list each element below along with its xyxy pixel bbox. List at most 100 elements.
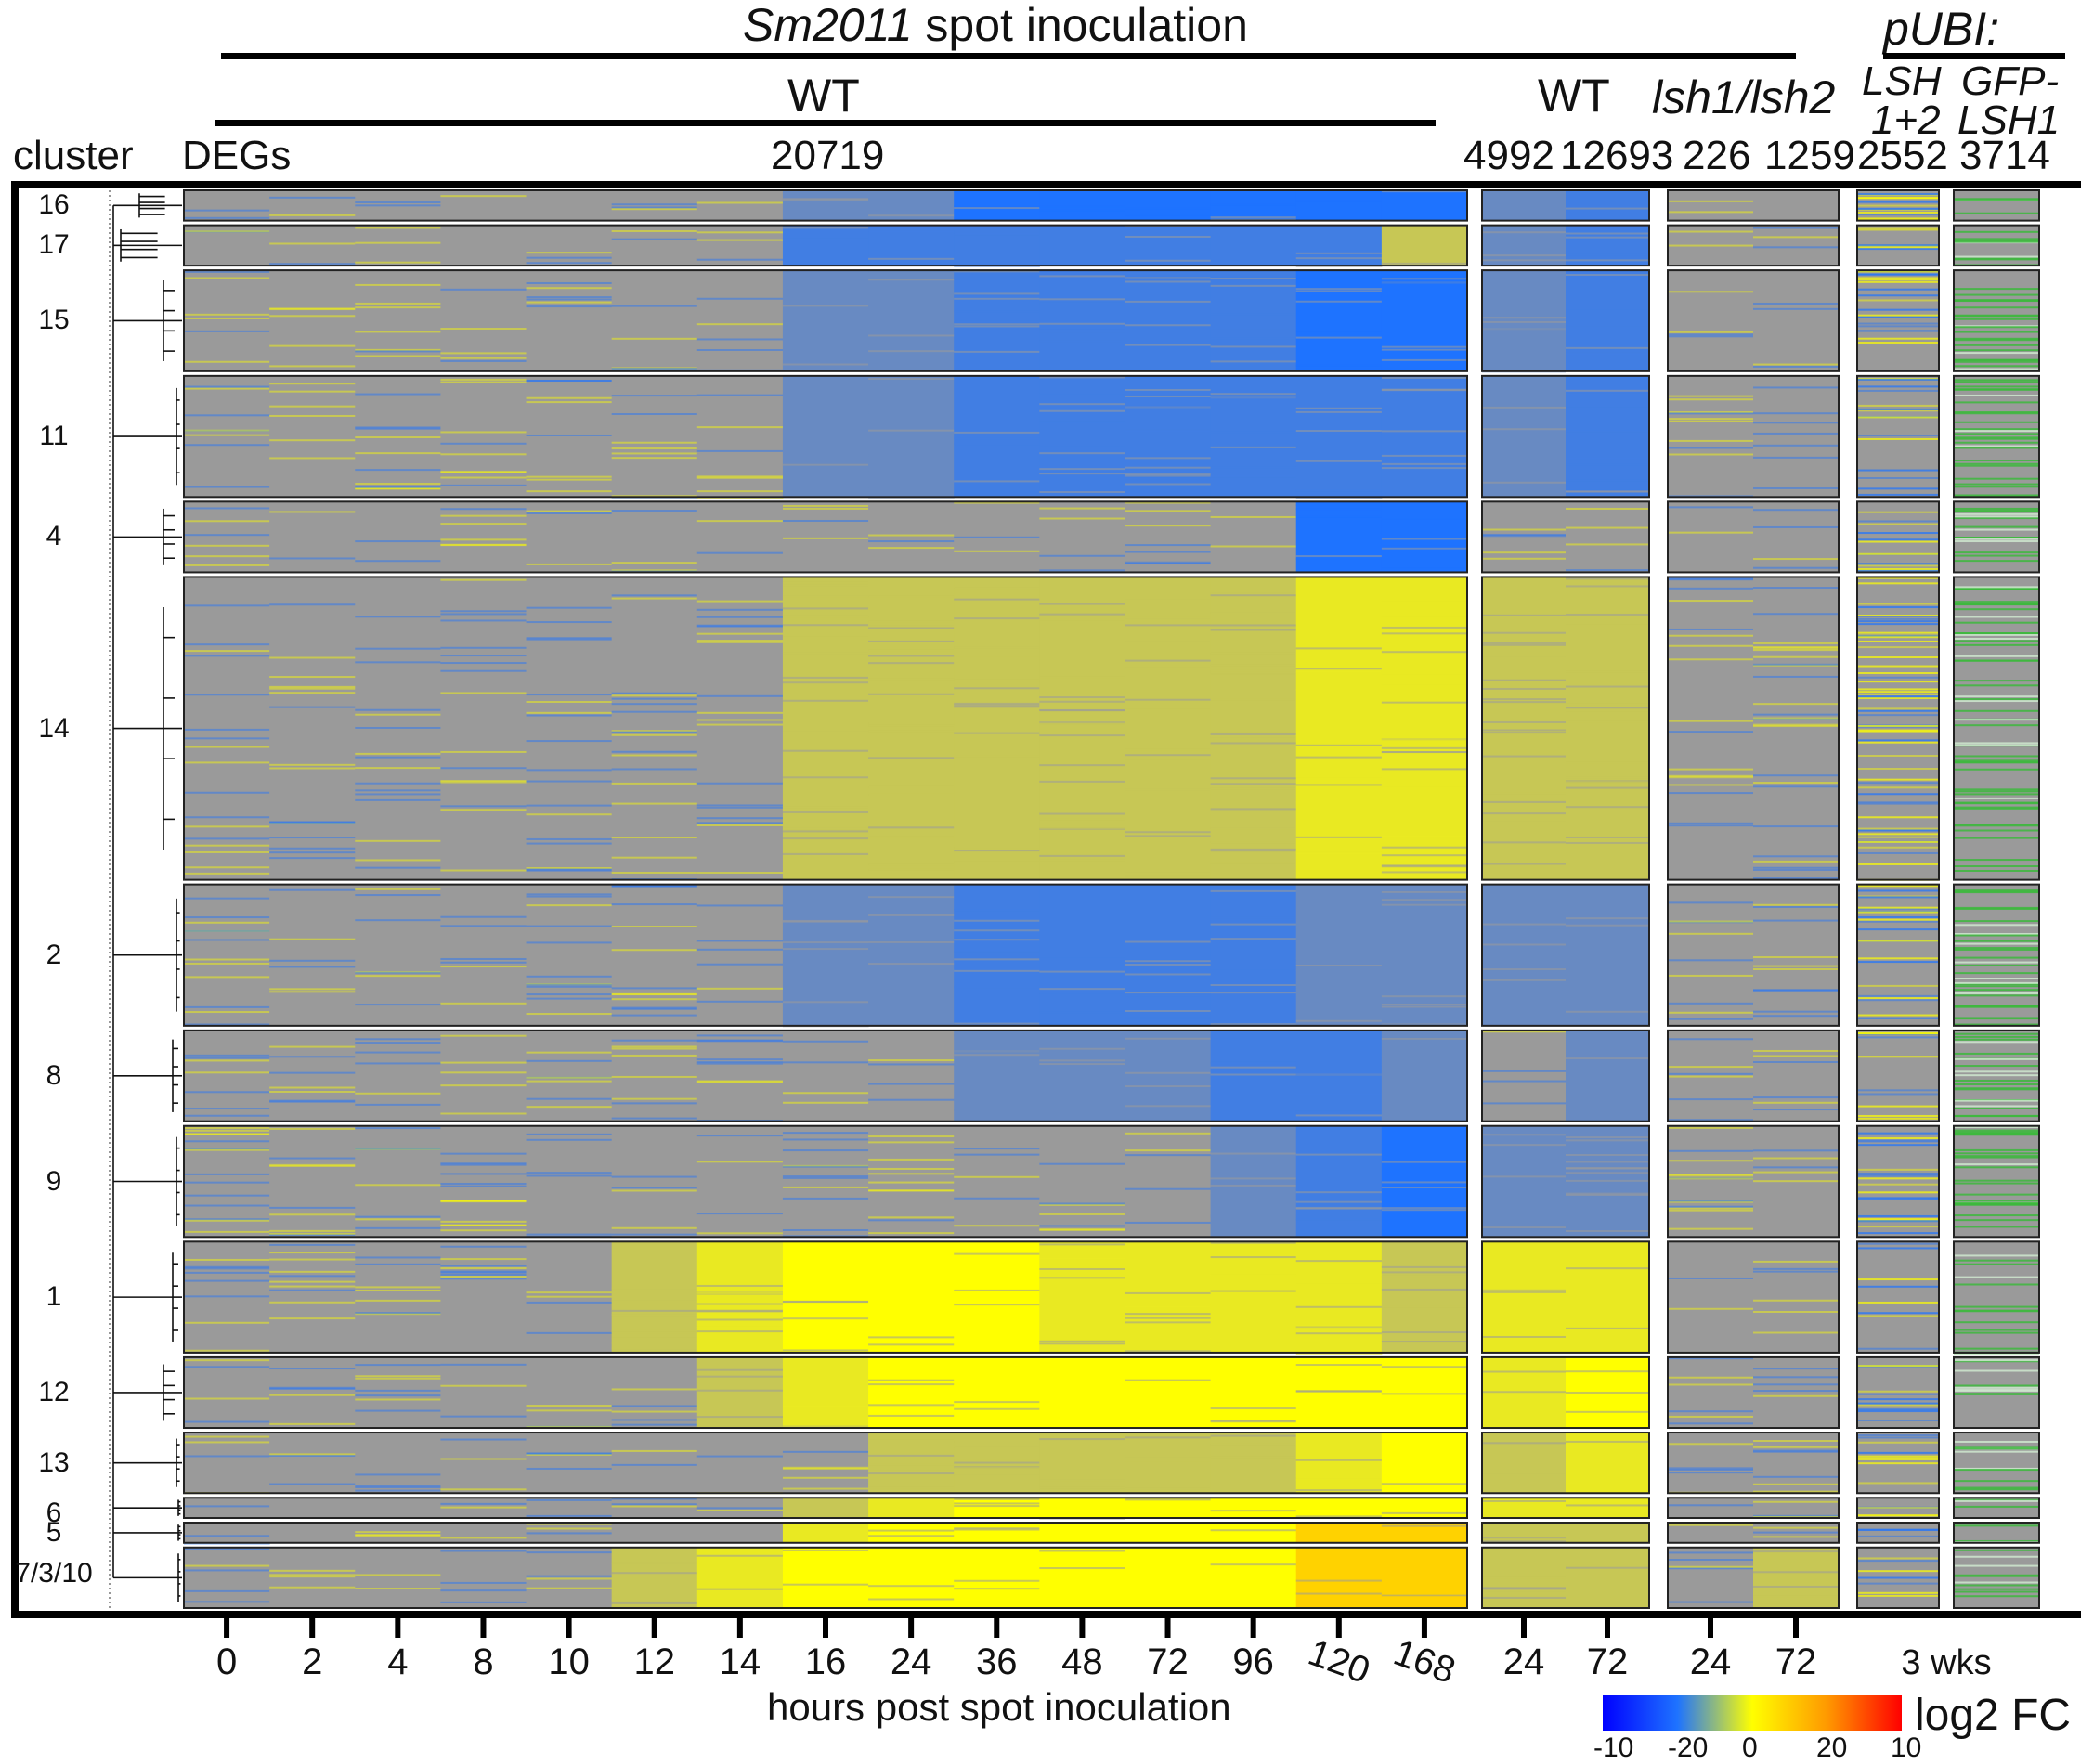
expression-streak <box>526 305 613 308</box>
gfp-streak <box>1954 793 2039 796</box>
expression-streak <box>1566 781 1649 784</box>
expression-streak <box>1039 957 1125 960</box>
expression-streak <box>868 1580 955 1583</box>
expression-streak <box>1753 649 1839 652</box>
cell-wt-2 <box>355 375 441 498</box>
expression-streak <box>868 1551 955 1554</box>
expression-streak <box>954 1579 1040 1582</box>
gfp-streak <box>1954 388 2039 391</box>
cell-wt-5 <box>611 1547 698 1608</box>
wt-series-rule <box>215 120 1436 126</box>
expression-streak <box>184 791 270 794</box>
expression-streak <box>184 330 270 332</box>
expression-streak <box>526 1295 613 1298</box>
expression-streak <box>1753 645 1839 648</box>
expression-streak <box>1210 545 1297 548</box>
expression-streak <box>526 1172 613 1174</box>
expression-streak <box>526 252 613 254</box>
gfp-streak <box>1954 920 2039 923</box>
tick-label-wt-9: 36 <box>976 1641 1018 1682</box>
expression-streak <box>1295 503 1383 506</box>
cluster-block-1 <box>183 1240 2040 1355</box>
expression-streak <box>355 201 441 204</box>
cell-mut-1 <box>1753 1433 1839 1494</box>
block-outline <box>1856 1522 1940 1544</box>
expression-streak <box>696 490 784 493</box>
lsh-streak <box>1857 1173 1939 1175</box>
lsh-streak <box>1857 416 1939 419</box>
expression-streak <box>1857 1174 1939 1177</box>
expression-streak <box>1125 957 1212 960</box>
expression-streak <box>1668 1018 1753 1020</box>
expression-streak <box>1857 1436 1939 1439</box>
expression-streak <box>184 1397 270 1400</box>
expression-streak <box>1668 600 1753 603</box>
expression-streak <box>526 895 613 898</box>
expression-streak <box>1381 1331 1468 1334</box>
gfp-streak <box>1954 538 2039 540</box>
expression-streak <box>868 1386 955 1389</box>
expression-streak <box>269 1574 356 1576</box>
expression-streak <box>1482 1144 1566 1147</box>
expression-streak <box>526 1523 613 1525</box>
expression-streak <box>526 1051 613 1054</box>
expression-streak <box>440 1225 527 1227</box>
tick-mark-wt-10 <box>1079 1617 1086 1638</box>
gfp-streak <box>1954 1099 2039 1102</box>
lsh-streak <box>1857 656 1939 659</box>
expression-streak <box>868 462 955 465</box>
expression-streak <box>1210 431 1297 434</box>
expression-streak <box>269 1229 356 1232</box>
gfp-streak <box>1954 1440 2039 1443</box>
expression-streak <box>355 975 441 978</box>
gfp-streak <box>1954 601 2039 603</box>
expression-streak <box>269 307 356 310</box>
expression-streak <box>1125 477 1212 480</box>
expression-streak <box>1125 225 1212 227</box>
cluster-block-6 <box>183 1497 2040 1520</box>
tick-label-wt-12: 96 <box>1232 1641 1274 1682</box>
expression-streak <box>1566 917 1649 920</box>
cluster-block-15 <box>183 269 2040 373</box>
expression-streak <box>1125 1037 1212 1040</box>
expression-streak <box>1295 1592 1383 1595</box>
expression-streak <box>526 1425 613 1428</box>
expression-streak <box>868 350 955 353</box>
cell-wt-6 <box>696 1498 784 1519</box>
expression-streak <box>611 441 698 444</box>
expression-streak <box>269 1576 356 1578</box>
cell-mut-1 <box>1753 1547 1839 1608</box>
expression-streak <box>1039 1299 1125 1302</box>
cell-wt-7 <box>782 1433 869 1494</box>
expression-streak <box>868 1383 955 1386</box>
expression-streak <box>1668 291 1753 293</box>
expression-streak <box>1753 989 1839 992</box>
expression-streak <box>440 1265 527 1267</box>
expression-streak <box>782 340 869 343</box>
expression-streak <box>1210 984 1297 987</box>
expression-streak <box>1668 577 1753 580</box>
expression-streak <box>1125 1257 1212 1260</box>
expression-streak <box>526 975 613 978</box>
expression-streak <box>1381 1305 1468 1308</box>
expression-streak <box>1857 435 1939 437</box>
expression-streak <box>1668 901 1753 904</box>
expression-streak <box>868 1252 955 1254</box>
expression-streak <box>1753 613 1839 616</box>
expression-streak <box>440 378 527 381</box>
gfp-streak <box>1954 1588 2039 1590</box>
cell-lsh <box>1857 1498 1939 1519</box>
expression-streak <box>269 822 356 824</box>
expression-streak <box>1381 1181 1468 1184</box>
expression-streak <box>954 677 1040 680</box>
block-outline <box>183 224 1468 267</box>
expression-streak <box>1125 510 1212 512</box>
expression-streak <box>355 1531 441 1534</box>
cell-wt-12 <box>1210 1547 1297 1608</box>
lsh-streak <box>1857 739 1939 742</box>
expression-streak <box>184 1420 270 1423</box>
expression-streak <box>611 1337 698 1340</box>
expression-streak <box>440 915 527 918</box>
expression-streak <box>1753 906 1839 909</box>
expression-streak <box>782 584 869 587</box>
